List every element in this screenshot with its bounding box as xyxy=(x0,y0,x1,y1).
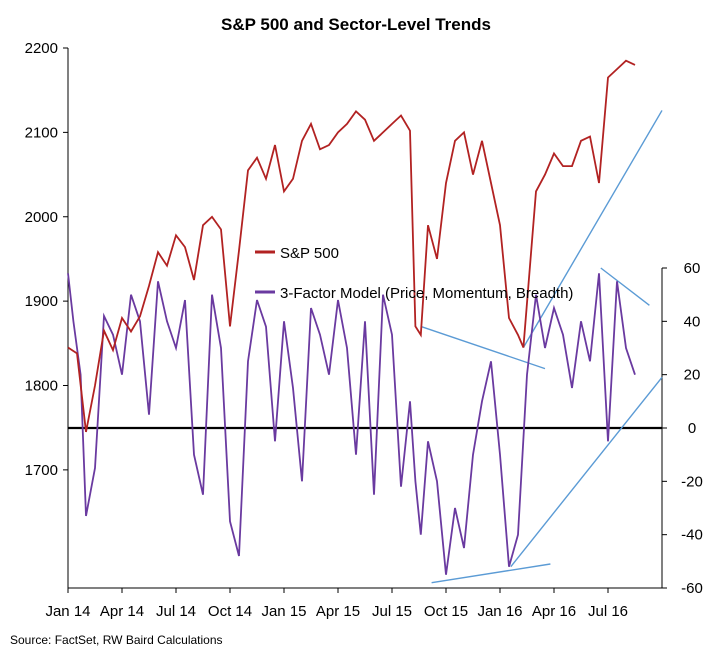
y-left-tick-label: 1700 xyxy=(25,462,58,479)
x-tick-label: Jan 16 xyxy=(477,603,522,620)
x-tick-label: Apr 16 xyxy=(532,603,576,620)
legend-label-sp500: S&P 500 xyxy=(280,245,339,262)
x-tick-label: Apr 15 xyxy=(316,603,360,620)
x-tick-label: Jul 16 xyxy=(588,603,628,620)
y-axis-right-labels: 60 40 20 0 -20 -40 -60 xyxy=(662,260,703,597)
y-right-tick-label: -20 xyxy=(681,473,703,490)
legend: S&P 500 3-Factor Model (Price, Momentum,… xyxy=(255,245,573,302)
x-tick-label: Oct 15 xyxy=(424,603,468,620)
y-right-tick-label: 40 xyxy=(684,313,701,330)
y-left-tick-label: 1900 xyxy=(25,293,58,310)
trend-line-model-recent-downtrend xyxy=(600,267,650,306)
x-tick-label: Jul 15 xyxy=(372,603,412,620)
x-tick-label: Apr 14 xyxy=(100,603,144,620)
trend-line-model-diverging-trend xyxy=(431,563,551,584)
y-right-tick-label: 0 xyxy=(688,420,696,437)
y-right-tick-label: -40 xyxy=(681,527,703,544)
x-tick-label: Jul 14 xyxy=(156,603,196,620)
chart-title: S&P 500 and Sector-Level Trends xyxy=(221,15,491,34)
x-axis-labels: Jan 14 Apr 14 Jul 14 Oct 14 Jan 15 Apr 15 Jul … xyxy=(45,588,628,620)
trend-line-spx-lower-high-trend xyxy=(420,325,546,370)
trend-line-spx-uptrend xyxy=(522,110,663,348)
y-axis-left-labels: 2200 2100 2000 1900 1800 1700 xyxy=(25,40,68,479)
source-note: Source: FactSet, RW Baird Calculations xyxy=(10,633,223,647)
y-right-tick-label: -60 xyxy=(681,580,703,597)
trend-lines xyxy=(420,110,663,584)
x-tick-label: Jan 14 xyxy=(45,603,90,620)
x-tick-label: Oct 14 xyxy=(208,603,252,620)
y-left-tick-label: 2000 xyxy=(25,209,58,226)
y-right-tick-label: 60 xyxy=(684,260,701,277)
series-line-sp500 xyxy=(67,59,636,433)
series-line-3-factor-model xyxy=(67,273,636,575)
y-right-tick-label: 20 xyxy=(684,367,701,384)
legend-label-3-factor-model: 3-Factor Model (Price, Momentum, Breadth… xyxy=(280,285,573,302)
y-left-tick-label: 2200 xyxy=(25,40,58,57)
y-left-tick-label: 2100 xyxy=(25,124,58,141)
y-left-tick-label: 1800 xyxy=(25,378,58,395)
x-tick-label: Jan 15 xyxy=(261,603,306,620)
trend-line-model-uptrend xyxy=(510,376,663,568)
